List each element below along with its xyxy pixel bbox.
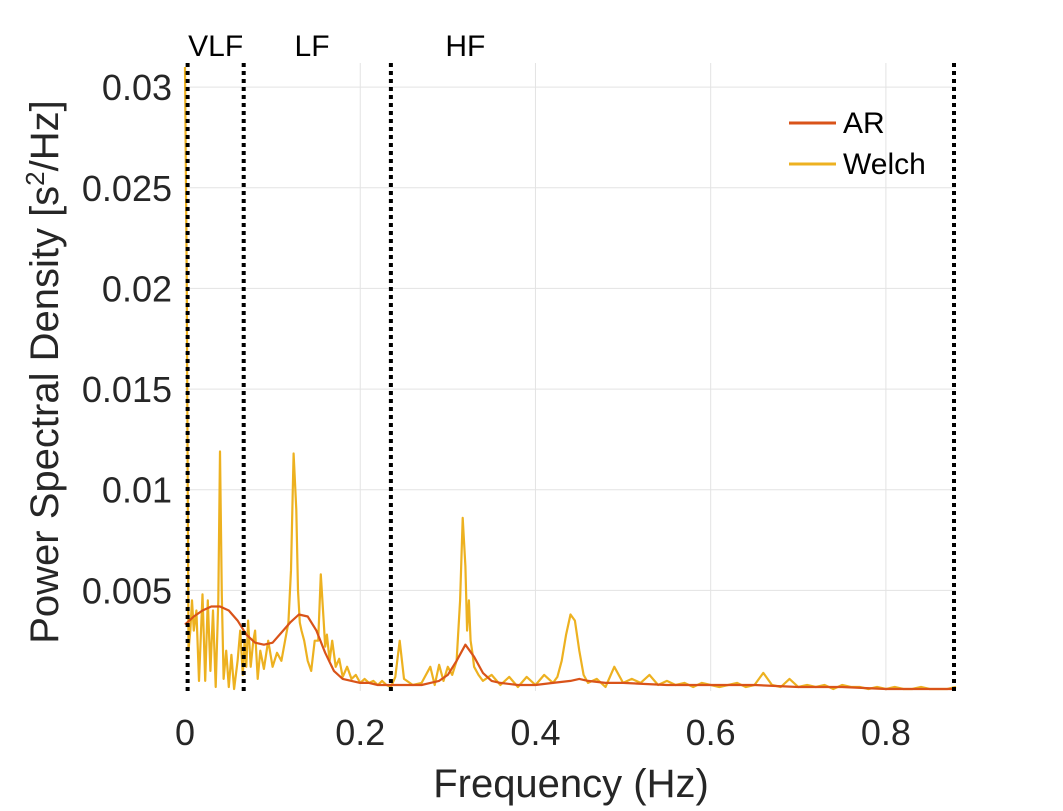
y-tick-label-0: 0.005 (82, 570, 172, 611)
y-axis-label-main: Power Spectral Density [s (23, 186, 67, 644)
band-label-lf: LF (295, 30, 330, 63)
y-tick-label-4: 0.025 (82, 168, 172, 209)
band-labels: VLF LF HF (188, 30, 485, 63)
y-tick-label-3: 0.02 (102, 268, 172, 309)
y-axis-ticks: 0.005 0.01 0.015 0.02 0.025 0.03 (82, 67, 172, 611)
y-tick-label-2: 0.015 (82, 369, 172, 410)
grid-lines (185, 63, 956, 691)
plot-background (185, 63, 956, 691)
x-tick-label-4: 0.8 (861, 712, 911, 753)
y-tick-label-5: 0.03 (102, 67, 172, 108)
series-line-ar (184, 605, 956, 691)
y-axis-label-end: /Hz] (23, 100, 67, 171)
band-label-hf: HF (445, 30, 485, 63)
x-axis-label: Frequency (Hz) (433, 762, 709, 806)
x-tick-label-2: 0.4 (510, 712, 560, 753)
x-tick-label-0: 0 (175, 712, 195, 753)
band-label-vlf: VLF (188, 30, 243, 63)
y-tick-label-1: 0.01 (102, 470, 172, 511)
x-tick-label-1: 0.2 (335, 712, 385, 753)
legend: AR Welch (789, 107, 926, 181)
legend-label-ar: AR (843, 107, 885, 140)
legend-label-welch: Welch (843, 148, 926, 181)
x-tick-label-3: 0.6 (686, 712, 736, 753)
x-axis-ticks: 0 0.2 0.4 0.6 0.8 (175, 712, 911, 753)
band-boundaries (185, 63, 956, 691)
y-axis-label: Power Spectral Density [s2/Hz] (20, 100, 67, 644)
y-axis-label-sup: 2 (20, 171, 50, 185)
